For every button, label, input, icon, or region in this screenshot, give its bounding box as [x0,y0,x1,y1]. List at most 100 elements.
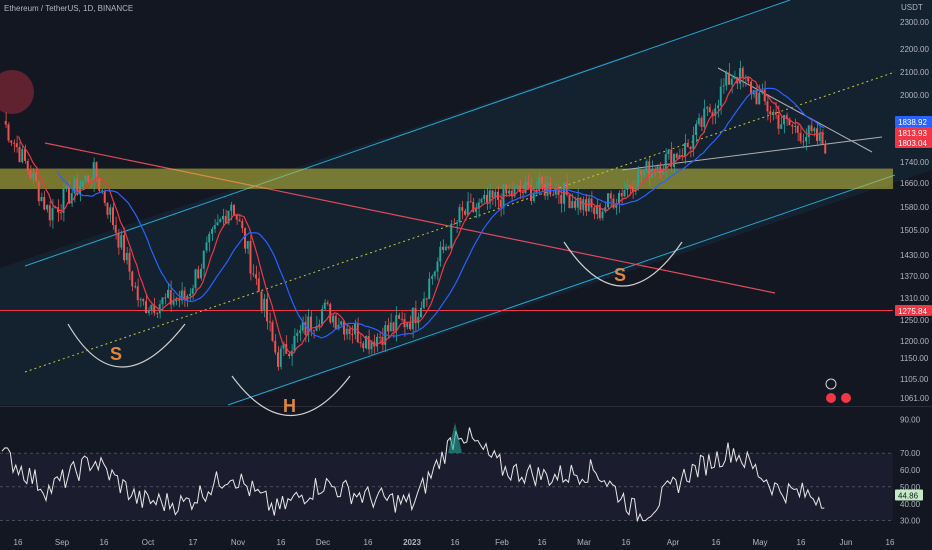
candle-body [700,117,703,127]
earnings-icon [841,393,851,403]
candle-body [307,316,310,336]
price-badge [895,305,932,316]
candle-body [387,325,389,332]
candle-body [461,207,464,211]
rsi-tick-label: 30.00 [900,517,921,526]
candle-body [486,194,488,203]
candle-body [618,193,620,204]
candle-body [186,295,189,300]
candle-body [246,241,249,249]
candle-body [458,207,461,223]
price-tick-label: 1370.00 [900,272,929,281]
candle-body [233,204,235,216]
candle-body [648,161,651,178]
candle-body [601,211,604,219]
candle-body [681,155,684,157]
candle-body [747,76,750,82]
candle-body [161,297,164,305]
candle-body [70,193,73,204]
time-tick-label: 16 [712,538,721,547]
candle-body [362,343,365,349]
candle-body [359,342,362,344]
candle-body [249,241,252,274]
candle-body [480,199,483,203]
candle-body [318,324,321,326]
candle-body [395,315,398,332]
time-tick-label: Oct [142,538,155,547]
candle-body [46,205,48,210]
candle-body [433,271,436,277]
time-axis: 16 Sep 16 Oct 17 Nov 16 Dec 16 2023 16 Feb 16 Mar 16 Ap… [14,538,895,547]
triangle-upper-line [717,67,873,153]
candle-body [29,170,32,179]
candle-body [541,177,543,184]
channel-fill [0,0,932,405]
candle-body [609,193,612,199]
shoulder-label: S [614,265,626,285]
candle-body [483,194,486,200]
candle-body [343,321,345,335]
candle-body [673,153,675,167]
candle-body [180,290,183,301]
candle-body [491,190,494,198]
candle-body [285,343,288,354]
candle-body [323,302,326,309]
price-badge-label: 1813.93 [898,129,927,138]
candle-body [81,180,84,187]
candle-body [422,298,425,308]
candle-body [392,322,395,332]
candle-body [772,111,774,115]
candle-body [62,188,65,213]
candle-body [670,149,673,167]
price-tick-label: 2200.00 [900,45,929,54]
time-tick-label: 16 [100,538,109,547]
candle-body [235,215,238,220]
rsi-pane: 90.00 70.00 60.00 50.00 40.00 30.00 44.86 [0,415,923,526]
candle-body [205,242,208,251]
price-axis-unit: USDT [901,3,923,12]
candle-body [332,315,334,323]
candle-body [739,68,741,84]
candle-body [719,86,722,106]
candle-body [200,268,202,279]
price-badge-label: 1838.92 [898,118,927,127]
candle-body [703,108,706,127]
candle-body [208,233,211,243]
candle-body [810,125,813,131]
candle-body [824,143,827,154]
price-tick-label: 1430.00 [900,251,929,260]
candle-body [378,336,381,338]
candle-body [722,85,725,87]
candle-body [590,198,593,208]
candle-body [620,193,623,197]
candle-body [813,128,816,131]
candle-body [519,185,521,193]
time-tick-label: 16 [14,538,23,547]
right-shoulder-arc [563,241,683,287]
time-tick-label: May [752,538,767,547]
candle-body [494,191,497,198]
candle-body [791,125,794,127]
head-label: H [283,396,296,416]
candle-body [293,335,296,351]
candle-body [799,132,802,142]
candle-body [274,340,277,353]
candle-body [84,175,87,181]
candle-body [444,246,447,250]
candle-body [87,175,90,183]
candle-body [510,190,513,197]
candle-body [389,322,392,332]
candle-body [329,304,332,323]
price-tick-label: 1580.00 [900,203,929,212]
candle-body [631,186,634,192]
candle-body [219,219,222,223]
candle-body [356,323,359,343]
time-tick-label: Apr [667,538,680,547]
price-tick-label: 1105.00 [900,375,929,384]
candle-body [439,246,442,262]
candle-body [164,297,167,299]
time-tick-label: 17 [189,538,198,547]
candle-body [301,321,304,331]
candle-body [216,222,219,226]
